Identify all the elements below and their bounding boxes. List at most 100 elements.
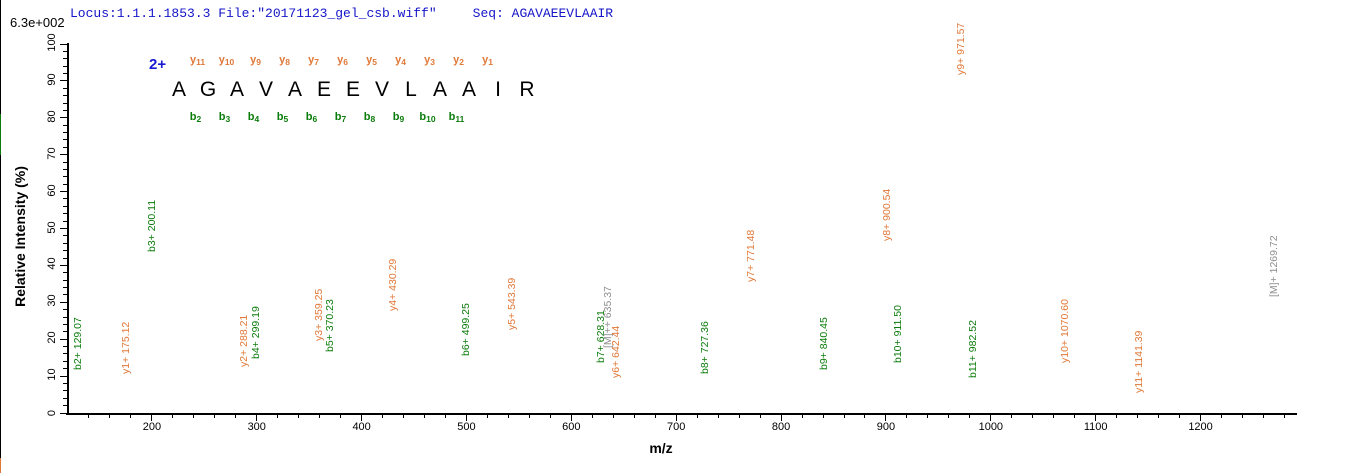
peak-label-text: b6+ 499.25 — [459, 302, 472, 356]
x-minor-tick — [1242, 415, 1244, 418]
peak-label: y9+ 971.57 — [954, 23, 968, 75]
x-minor-tick — [738, 415, 740, 418]
y-minor-tick — [63, 87, 67, 89]
y-minor-tick — [63, 50, 67, 52]
ion-label-text: 2 — [196, 114, 202, 124]
y-major-tick — [60, 228, 67, 229]
y-minor-tick — [63, 309, 67, 311]
y-major-tick — [60, 375, 67, 377]
x-minor-tick — [109, 415, 111, 418]
y-minor-tick — [63, 102, 67, 104]
x-tick-label: 700 — [667, 421, 686, 433]
residue-letter: G — [199, 78, 217, 101]
b-ion-label: b9 — [384, 111, 414, 125]
residue-letter: E — [316, 78, 331, 101]
y-tick-label-text: 60 — [46, 183, 58, 197]
y-tick-label-text: 50 — [46, 220, 58, 234]
x-minor-tick — [298, 415, 300, 418]
ion-label-text: y — [279, 54, 286, 66]
y-minor-tick — [63, 213, 67, 215]
b-ion-label: b4 — [239, 111, 269, 125]
x-major-tick — [1200, 415, 1202, 421]
x-major-tick — [885, 415, 887, 421]
x-major-tick — [151, 415, 153, 421]
x-axis-line — [66, 413, 1297, 415]
residue-letter: A — [287, 78, 302, 101]
ion-label-text: y — [250, 54, 257, 66]
y-major-tick — [60, 338, 67, 340]
peak-line — [0, 457, 2, 473]
ion-label-text: 4 — [401, 57, 406, 67]
ion-label-text: b — [218, 111, 226, 123]
ion-label-text: b — [419, 111, 427, 123]
y-major-tick — [60, 43, 67, 45]
y-ion-label: y5 — [357, 54, 387, 68]
ion-label-text: b — [247, 111, 255, 123]
x-minor-tick — [130, 415, 132, 418]
peak-label-text: [M]+ 1269.72 — [1267, 235, 1280, 297]
x-tick-label: 1200 — [1188, 421, 1213, 433]
x-minor-tick — [654, 415, 656, 418]
ion-label-text: b — [363, 111, 371, 123]
y-minor-tick — [63, 287, 67, 289]
x-minor-tick — [424, 415, 426, 418]
y-tick-label: 50 — [46, 221, 58, 236]
peak-label-text: y8+ 900.54 — [880, 188, 893, 242]
residue-letter: A — [171, 78, 186, 101]
ion-label-text: y — [308, 54, 315, 66]
peak-label-text: b11+ 982.52 — [966, 319, 979, 378]
x-minor-tick — [1158, 415, 1160, 418]
x-minor-tick — [759, 415, 761, 418]
peak-label-text: y5+ 543.39 — [505, 277, 518, 330]
ion-label-text: 11 — [196, 57, 206, 67]
residue-letter: A — [229, 78, 244, 101]
y-minor-tick — [63, 360, 67, 362]
peak-label: b6+ 499.25 — [459, 303, 473, 356]
x-tick-label: 600 — [562, 421, 581, 433]
b-ion-label: b10 — [413, 111, 443, 125]
y-minor-tick — [63, 146, 67, 148]
x-minor-tick — [1179, 415, 1181, 418]
x-major-tick — [990, 415, 992, 421]
y-tick-label: 40 — [46, 258, 58, 273]
x-minor-tick — [801, 415, 803, 418]
peak-label: [M]+ 1269.72 — [1267, 235, 1281, 297]
x-minor-tick — [969, 415, 971, 418]
x-minor-tick — [1137, 415, 1139, 418]
residue-letter: A — [432, 78, 447, 101]
ion-label-text: 9 — [256, 57, 261, 67]
peak-label: y1+ 175.12 — [119, 322, 133, 374]
x-minor-tick — [1053, 415, 1055, 418]
x-minor-tick — [445, 415, 447, 418]
peak-label-text: b3+ 200.11 — [146, 200, 158, 253]
y-major-tick — [60, 117, 67, 119]
sequence-header-label: Seq: AGAVAEEVLAAIR — [472, 6, 614, 21]
residue-letter: V — [258, 78, 273, 101]
y-tick-label-text: 0 — [46, 409, 58, 416]
y-major-tick — [60, 154, 67, 156]
x-minor-tick — [1116, 415, 1118, 418]
ion-label-text: 8 — [370, 114, 376, 124]
peak-line — [0, 374, 2, 427]
y-tick-label-text: 40 — [46, 257, 58, 271]
x-tick-label: 200 — [142, 421, 162, 433]
x-tick-label: 500 — [457, 421, 476, 433]
peak-label-text: y1+ 175.12 — [119, 321, 132, 375]
ion-label-text: 1 — [488, 57, 493, 67]
x-minor-tick — [864, 415, 866, 418]
peak-label-text: y11+ 1141.39 — [1133, 330, 1146, 393]
x-minor-tick — [172, 415, 174, 418]
ion-label-text: 3 — [430, 57, 435, 67]
spectrum-header: Locus:1.1.1.1853.3 File:"20171123_gel_cs… — [70, 6, 613, 21]
y-minor-tick — [63, 323, 67, 325]
x-major-tick — [256, 415, 258, 421]
peak-label: b10+ 911.50 — [891, 305, 905, 363]
ion-label-text: y — [189, 54, 197, 66]
ion-label-text: y — [482, 54, 489, 66]
b-ion-label: b8 — [355, 111, 385, 125]
y-tick-label-text: 90 — [46, 73, 58, 86]
y-minor-tick — [63, 257, 67, 259]
x-minor-tick — [319, 415, 321, 418]
y-major-tick — [60, 301, 67, 303]
b-ion-label: b6 — [297, 111, 327, 125]
